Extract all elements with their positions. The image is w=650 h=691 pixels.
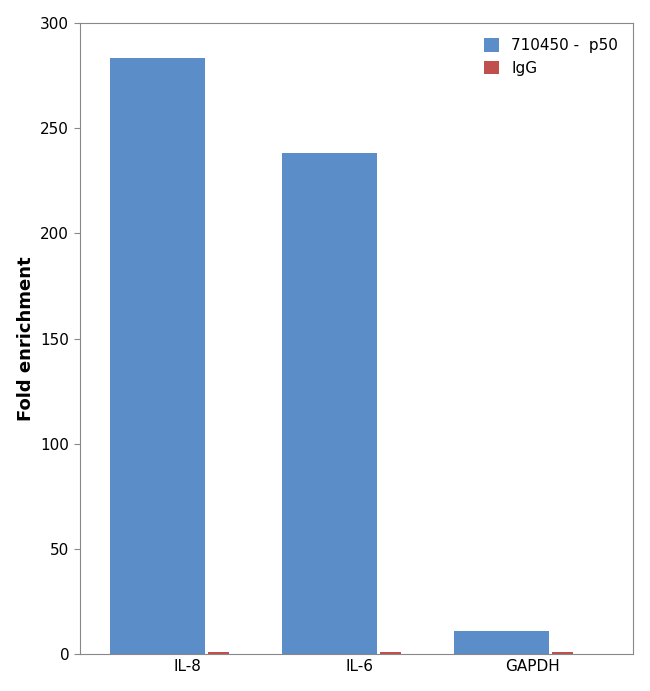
Legend: 710450 -  p50, IgG: 710450 - p50, IgG: [476, 30, 626, 84]
Bar: [380, 652, 401, 654]
Bar: [110, 59, 205, 654]
Bar: [208, 652, 229, 654]
Bar: [454, 632, 549, 654]
Bar: [552, 652, 573, 654]
Y-axis label: Fold enrichment: Fold enrichment: [17, 256, 34, 421]
Bar: [282, 153, 377, 654]
